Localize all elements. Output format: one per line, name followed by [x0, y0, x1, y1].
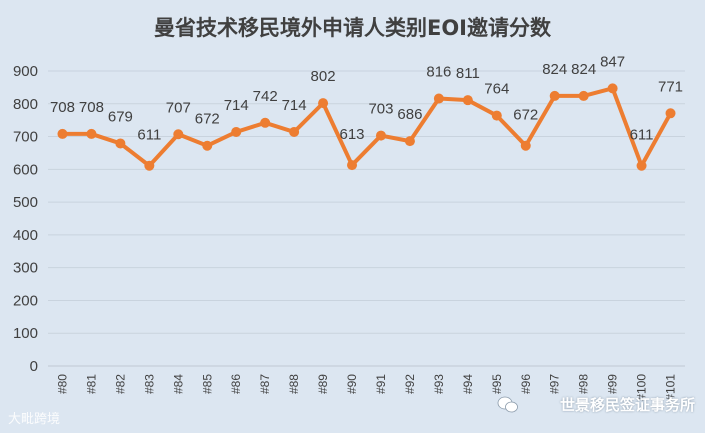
x-tick-label: #89 [316, 374, 330, 394]
data-point [491, 110, 502, 121]
data-point [202, 140, 213, 151]
data-label: 824 [542, 61, 567, 78]
data-point [318, 98, 329, 109]
x-tick-label: #85 [200, 374, 214, 394]
data-label: 613 [340, 126, 365, 143]
data-point [636, 160, 647, 171]
y-tick-label: 200 [13, 292, 38, 309]
data-point [144, 160, 155, 171]
y-tick-label: 600 [13, 161, 38, 178]
x-tick-label: #94 [461, 374, 475, 394]
data-point [404, 136, 415, 147]
x-tick-label: #81 [84, 374, 98, 394]
data-label: 672 [195, 111, 220, 128]
data-label: 611 [137, 127, 161, 144]
data-point [347, 160, 358, 171]
x-axis-ticks: #80 #81 #82 #83 #84 #85 #86 #87 #88 #89 #90 #91 #92 #… [55, 374, 677, 401]
data-label: 742 [253, 88, 278, 105]
data-point [231, 126, 242, 137]
data-point [462, 95, 473, 106]
x-tick-label: #97 [548, 374, 562, 394]
x-tick-label: #98 [577, 374, 591, 394]
data-point [665, 108, 676, 119]
data-label: 703 [368, 101, 393, 118]
y-tick-label: 900 [13, 63, 38, 80]
series-line [60, 86, 673, 168]
y-tick-label: 500 [13, 194, 38, 211]
watermark-right: 世景移民签证事务所 [559, 396, 695, 414]
data-point [115, 138, 126, 149]
x-tick-label: #101 [664, 374, 678, 401]
x-tick-label: #80 [55, 374, 69, 394]
x-tick-label: #83 [142, 374, 156, 394]
data-point [607, 83, 618, 94]
data-point [173, 129, 184, 140]
x-tick-label: #92 [403, 374, 417, 394]
watermark-left: 大毗跨境 [8, 412, 61, 427]
x-tick-label: #90 [345, 374, 359, 394]
data-point [86, 128, 97, 139]
grid-layer [48, 70, 685, 367]
x-tick-label: #86 [229, 374, 243, 394]
x-tick-label: #100 [635, 374, 649, 401]
data-label: 679 [108, 108, 133, 125]
x-tick-label: #95 [490, 374, 504, 394]
x-tick-label: #91 [374, 374, 388, 394]
data-label: 771 [658, 78, 683, 95]
data-point [375, 130, 386, 141]
data-point [260, 117, 271, 128]
x-tick-label: #88 [287, 374, 301, 394]
data-label: 611 [630, 127, 654, 144]
y-tick-label: 400 [13, 227, 38, 244]
data-label: 672 [513, 107, 538, 124]
y-tick-label: 100 [13, 325, 38, 342]
data-label: 802 [311, 68, 336, 85]
x-tick-label: #84 [171, 374, 185, 394]
data-label: 811 [456, 65, 480, 82]
data-label: 714 [224, 97, 249, 114]
data-label: 708 [50, 99, 75, 116]
y-tick-label: 800 [13, 96, 38, 113]
x-tick-label: #96 [519, 374, 533, 394]
data-label: 824 [571, 61, 596, 78]
data-label: 686 [397, 106, 422, 123]
x-tick-label: #99 [606, 374, 620, 394]
data-label: 847 [600, 53, 625, 70]
data-label: 708 [79, 99, 104, 116]
y-axis-ticks: 0 100 200 300 400 500 600 700 800 900 [13, 63, 38, 375]
data-point [520, 140, 531, 151]
y-tick-label: 0 [30, 358, 38, 375]
data-label: 707 [166, 99, 191, 116]
x-tick-label: #87 [258, 374, 272, 394]
chart-title: 曼省技术移民境外申请人类别EOI邀请分数 [153, 16, 551, 40]
wechat-icon [497, 396, 518, 413]
data-label: 764 [484, 81, 509, 98]
data-point [57, 128, 68, 139]
data-points [57, 83, 676, 171]
data-label: 714 [282, 97, 307, 114]
y-tick-label: 700 [13, 129, 38, 146]
data-point [289, 126, 300, 137]
x-tick-label: #93 [432, 374, 446, 394]
data-point [549, 90, 560, 101]
data-point [578, 90, 589, 101]
data-label: 816 [426, 64, 451, 81]
y-tick-label: 300 [13, 260, 38, 277]
data-point [433, 93, 444, 104]
x-tick-label: #82 [113, 374, 127, 394]
